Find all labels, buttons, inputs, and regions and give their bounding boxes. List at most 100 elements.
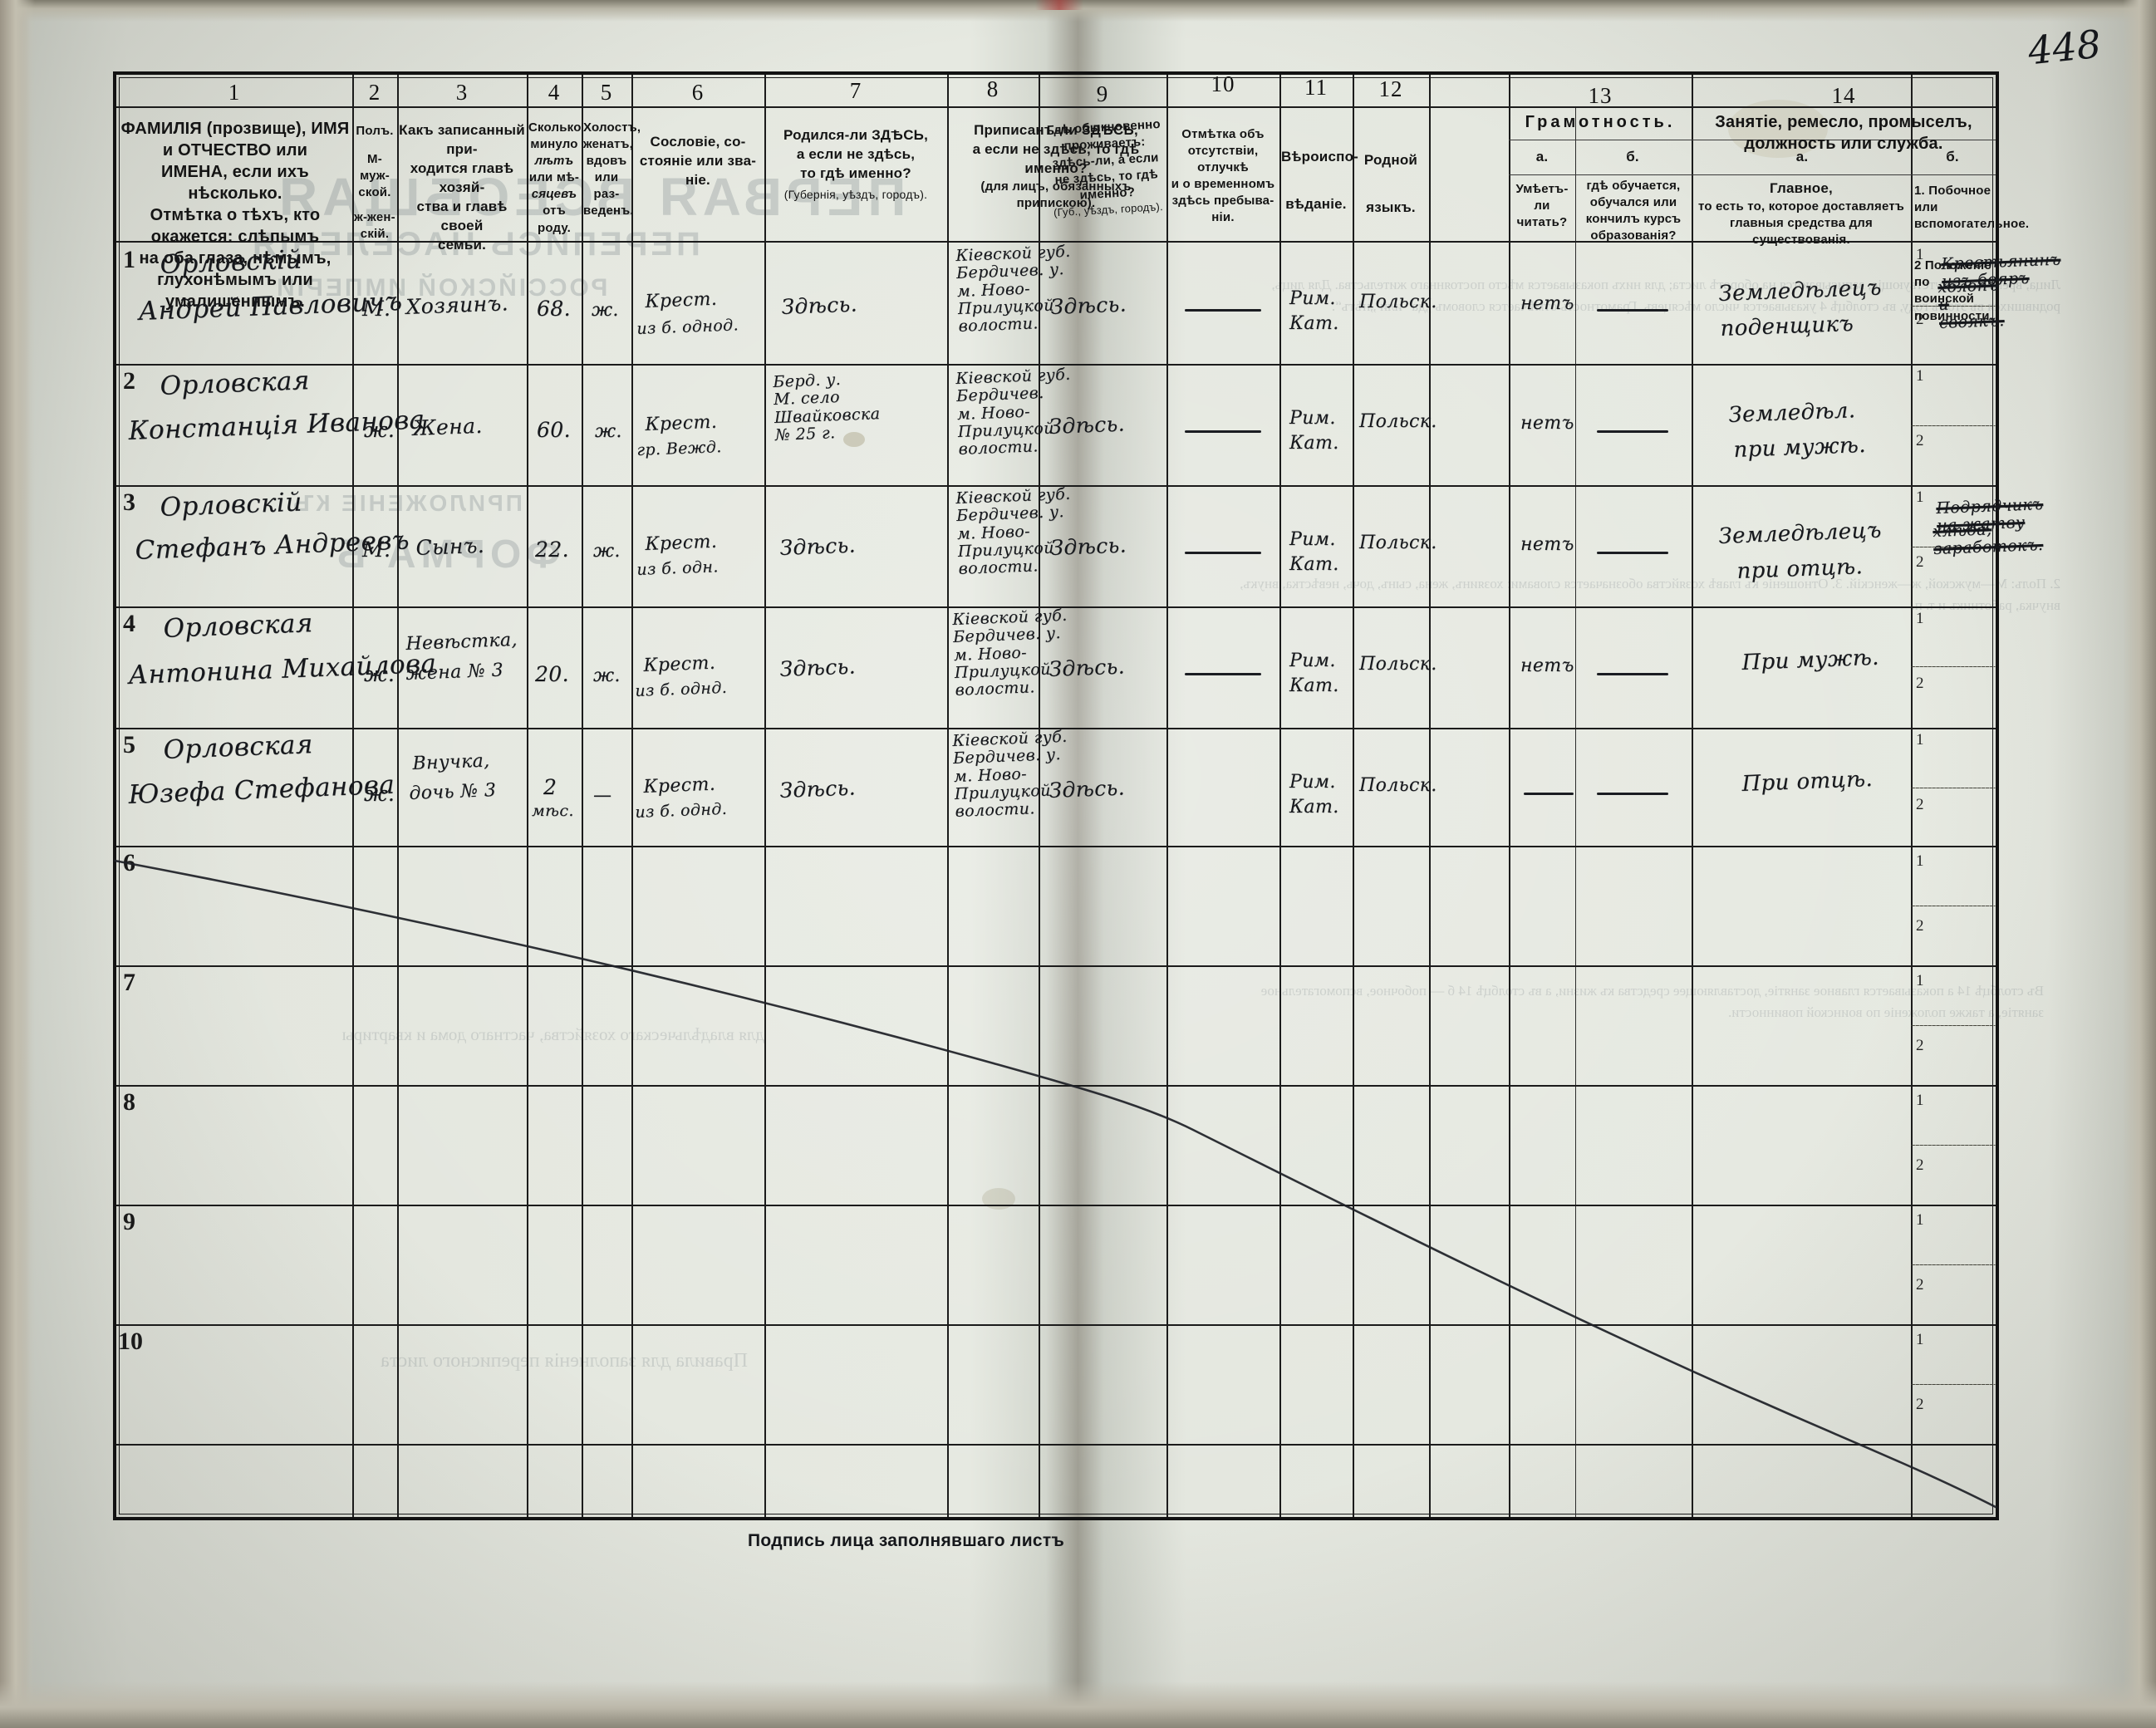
cell-marital[interactable]: ж.	[592, 300, 619, 321]
cell-religion-2[interactable]: Кат.	[1289, 313, 1339, 334]
column-number-14: 14	[1831, 83, 1856, 108]
column-header-4: Сколько минуло лѣтъ или мѣ- сяцевъ отъ р…	[528, 120, 582, 235]
cell-side-occupation-1b[interactable]: холопъ и своякъ.	[1937, 276, 2005, 332]
cell-marital[interactable]: —	[593, 785, 612, 806]
cell-relation[interactable]: Хозяинъ.	[405, 291, 509, 319]
cell-surname[interactable]: Орловская	[159, 366, 311, 401]
cell-estate-1[interactable]: Крест.	[642, 652, 716, 676]
cell-religion-2[interactable]: Кат.	[1289, 433, 1339, 454]
cell-literate[interactable]: нетъ	[1520, 413, 1574, 434]
cell-absence[interactable]	[1185, 552, 1261, 554]
cell-occupation-main-1[interactable]: Земледѣл.	[1727, 398, 1856, 428]
cell-sex[interactable]: М.	[362, 297, 391, 321]
cell-born[interactable]: Здѣсь.	[780, 292, 858, 319]
cell-surname[interactable]: Орловская	[162, 729, 314, 765]
cell-sex[interactable]: ж.	[364, 782, 395, 806]
cell-literate[interactable]	[1524, 793, 1574, 795]
cell-literate[interactable]: нетъ	[1520, 534, 1574, 555]
cell-born[interactable]: Берд. у. М. село Швайковска № 25 г.	[772, 370, 881, 444]
cell-registered[interactable]: Кіевской губ. Бердичев. у. м. Ново- Прил…	[951, 727, 1068, 821]
cell-estate-2[interactable]: гр. Вежд.	[636, 438, 723, 459]
cell-literate[interactable]: нетъ	[1520, 293, 1574, 314]
cell-language[interactable]: Польск.	[1359, 654, 1437, 675]
cell-language[interactable]: Польск.	[1359, 533, 1437, 553]
cell-absence[interactable]	[1185, 673, 1261, 675]
cell-side-occupation-1b[interactable]: хлѣба, заработокъ.	[1932, 520, 2044, 559]
cell-schooling[interactable]	[1597, 309, 1668, 312]
cell-born[interactable]: Здѣсь.	[778, 654, 857, 681]
cell-estate-1[interactable]: Крест.	[644, 531, 718, 555]
cell-occupation-main-1[interactable]: При отцѣ.	[1741, 766, 1874, 797]
cell-schooling[interactable]	[1597, 673, 1668, 675]
cell-age-unit[interactable]: мѣс.	[532, 802, 574, 820]
cell-religion-1[interactable]: Рим.	[1289, 408, 1336, 429]
cell-religion-2[interactable]: Кат.	[1289, 675, 1339, 696]
cell-relation[interactable]: Сынъ.	[415, 533, 485, 560]
cell-estate-1[interactable]: Крест.	[644, 288, 718, 312]
cell-religion-2[interactable]: Кат.	[1289, 797, 1339, 817]
cell-age[interactable]: 20.	[535, 662, 569, 686]
cell-marital[interactable]: ж.	[593, 541, 621, 562]
cell-registered[interactable]: Кіевской губ. Бердичев. у. м. Ново- Прил…	[955, 242, 1071, 336]
cell-schooling[interactable]	[1597, 430, 1668, 433]
cell-relation-1[interactable]: Невѣстка,	[405, 629, 518, 655]
cell-estate-1[interactable]: Крест.	[644, 411, 718, 435]
cell-schooling[interactable]	[1597, 552, 1668, 554]
cell-resides[interactable]: Здѣсь.	[1048, 775, 1126, 803]
cell-resides[interactable]: Здѣсь.	[1049, 533, 1127, 560]
column-number-6: 6	[691, 80, 705, 105]
cell-sex[interactable]: ж.	[364, 418, 395, 442]
sub-index-2: 2	[1916, 432, 1924, 449]
cell-surname[interactable]: Орловская	[162, 608, 314, 644]
cell-registered[interactable]: Кіевской губ. Бердичев. у. м. Ново- Прил…	[951, 606, 1068, 700]
cell-estate-2[interactable]: из б. одн.	[636, 557, 719, 579]
column-header-14a: Главное, то есть то, которое доставляетъ…	[1697, 180, 1905, 247]
cell-occupation-main-2[interactable]: при отцѣ.	[1736, 554, 1864, 584]
cell-age[interactable]: 22.	[535, 538, 569, 562]
cell-surname[interactable]: Орловскій	[159, 487, 303, 523]
cell-religion-1[interactable]: Рим.	[1289, 772, 1336, 793]
row-number: 3	[123, 488, 135, 516]
cell-estate-2[interactable]: из б. однд.	[634, 678, 728, 700]
cell-absence[interactable]	[1185, 430, 1261, 433]
cell-marital[interactable]: ж.	[595, 421, 622, 442]
cell-estate-1[interactable]: Крест.	[642, 773, 716, 798]
page-edge-left	[0, 0, 35, 1728]
cell-literate[interactable]: нетъ	[1520, 655, 1574, 676]
cell-schooling[interactable]	[1597, 793, 1668, 795]
cell-relation-2[interactable]: дочь № 3	[408, 779, 497, 804]
cell-relation[interactable]: Жена.	[411, 413, 484, 440]
cell-age[interactable]: 68.	[537, 297, 571, 321]
cell-relation-1[interactable]: Внучка,	[411, 750, 491, 774]
cell-religion-1[interactable]: Рим.	[1289, 288, 1336, 309]
cell-marital[interactable]: ж.	[593, 665, 621, 686]
cell-resides[interactable]: Здѣсь.	[1048, 411, 1126, 439]
cell-religion-2[interactable]: Кат.	[1289, 554, 1339, 575]
cell-age[interactable]: 2	[543, 775, 557, 799]
cell-resides[interactable]: Здѣсь.	[1049, 292, 1127, 319]
cell-language[interactable]: Польск.	[1359, 775, 1437, 796]
cell-estate-2[interactable]: из б. однд.	[634, 799, 728, 822]
cell-sex[interactable]: ж.	[364, 662, 395, 686]
cell-religion-1[interactable]: Рим.	[1289, 529, 1336, 550]
cell-occupation-main-2[interactable]: при мужѣ.	[1732, 432, 1867, 463]
cell-registered[interactable]: Кіевской губ. Бердичев. у. м. Ново- Прил…	[955, 484, 1071, 578]
cell-language[interactable]: Польск.	[1359, 292, 1437, 312]
cell-religion-1[interactable]: Рим.	[1289, 650, 1336, 671]
cell-occupation-main-2[interactable]: поденщикъ	[1719, 311, 1854, 341]
cell-age[interactable]: 60.	[537, 418, 571, 442]
cell-born[interactable]: Здѣсь.	[778, 533, 857, 560]
column-header-14b-label: б.	[1946, 149, 1959, 164]
row-number: 10	[118, 1328, 143, 1355]
cell-surname[interactable]: Орловскій	[159, 244, 303, 280]
cell-resides[interactable]: Здѣсь.	[1048, 654, 1126, 681]
cell-born[interactable]: Здѣсь.	[778, 775, 857, 803]
cell-sex[interactable]: М.	[362, 538, 391, 562]
cell-absence[interactable]	[1185, 309, 1261, 312]
column-number-10: 10	[1211, 71, 1235, 96]
row-number: 7	[123, 969, 135, 996]
cell-registered[interactable]: Кіевской губ. Бердичев. м. Ново- Прилуцк…	[955, 365, 1071, 459]
sub-index-1: 1	[1916, 488, 1924, 506]
cell-language[interactable]: Польск.	[1359, 411, 1437, 432]
cell-relation-2[interactable]: жена № 3	[405, 660, 504, 685]
